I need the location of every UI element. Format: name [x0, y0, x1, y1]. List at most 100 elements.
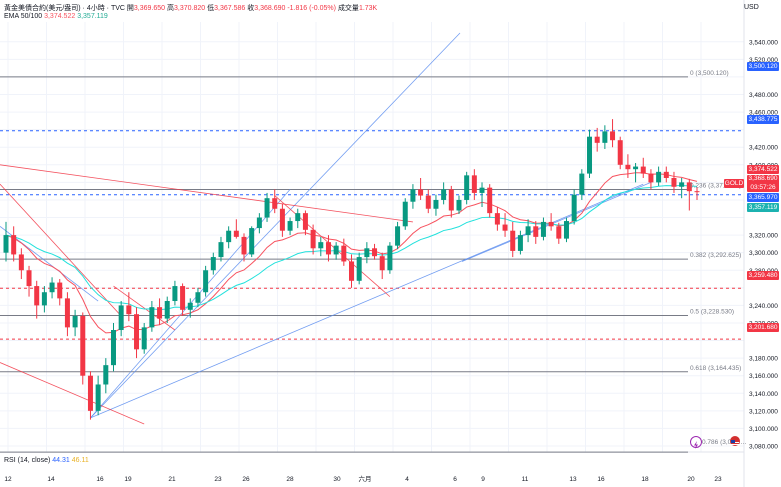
candle	[464, 171, 470, 205]
candle-body	[594, 136, 600, 143]
fib-label: 0.786 (3,073.…	[702, 439, 747, 446]
trend-lines	[0, 32, 652, 425]
candle	[502, 213, 508, 237]
time-tick: 9	[481, 476, 485, 483]
candle	[456, 195, 462, 215]
candle-body	[310, 229, 316, 249]
rsi-label: RSI (14, close)	[4, 457, 51, 464]
open-value: 3,369.650	[133, 5, 166, 12]
candle	[602, 125, 608, 149]
candle-body	[540, 221, 546, 237]
candle	[387, 242, 393, 274]
time-axis: 12 14 16 19 21 23 26 28 30 六月 4 6 9 11 13 16 18 20 23	[4, 474, 722, 483]
candle-body	[203, 270, 209, 293]
time-tick: 23	[214, 476, 222, 483]
fib-label: 0.236 (3,371.930)	[690, 182, 741, 189]
candle-body	[533, 226, 539, 237]
close-label: 收	[247, 5, 255, 12]
candle	[310, 224, 316, 255]
candle	[640, 157, 646, 178]
close-value: 3,368.690	[254, 5, 286, 12]
candle-body	[57, 282, 63, 299]
candle-body	[333, 245, 339, 255]
candle-body	[64, 298, 70, 328]
candle	[694, 187, 700, 200]
candle-body	[287, 221, 293, 231]
candle	[587, 129, 593, 178]
symbol-title[interactable]: 黃金美債合約(美元/盎司) · 4小時 · TVC	[4, 5, 125, 12]
currency-label[interactable]: USD	[744, 4, 759, 11]
candle-body	[410, 189, 416, 202]
candle-body	[87, 375, 93, 411]
candle-body	[633, 166, 639, 170]
ema50-value: 3,374.522	[44, 13, 76, 20]
candle-body	[95, 384, 101, 411]
lightning-icon[interactable]	[690, 436, 702, 449]
candle	[164, 296, 170, 323]
candle-body	[433, 199, 439, 209]
candle	[448, 185, 454, 218]
time-tick: 28	[286, 476, 294, 483]
price-tick: 3,460.000	[749, 110, 778, 117]
price-tick: 3,080.000	[749, 444, 778, 451]
us-flag-icon[interactable]	[730, 436, 740, 447]
candle	[556, 222, 562, 244]
candle-body	[72, 315, 78, 328]
time-tick: 4	[405, 476, 409, 483]
fib-label: 0.382 (3,292.625)	[690, 252, 741, 259]
rsi-legend[interactable]: RSI (14, close) 44.31 46.11	[4, 457, 89, 464]
candle	[302, 210, 308, 236]
candle-body	[479, 187, 485, 193]
ema-label: EMA 50/100	[4, 13, 43, 20]
candle	[80, 312, 86, 385]
candle	[295, 208, 301, 229]
candle	[679, 177, 685, 199]
candle	[356, 252, 362, 285]
candle	[663, 166, 669, 183]
candle-body	[602, 131, 608, 143]
candle	[172, 280, 178, 306]
candle	[333, 242, 339, 260]
candle-body	[494, 213, 500, 225]
candle-body	[126, 305, 132, 315]
candle	[210, 252, 216, 275]
trend-line	[0, 183, 122, 317]
candle	[325, 235, 331, 262]
candle-body	[402, 201, 408, 227]
price-tick: 3,120.000	[749, 408, 778, 415]
time-tick: 16	[96, 476, 104, 483]
candle-body	[640, 166, 646, 174]
time-tick: 12	[4, 476, 12, 483]
badge-level1: 3,438.775	[747, 115, 779, 124]
candle	[134, 307, 140, 359]
time-tick: 20	[687, 476, 695, 483]
high-value: 3,370.820	[174, 5, 206, 12]
candle	[218, 236, 224, 262]
candle-body	[464, 175, 470, 200]
candle	[110, 322, 116, 372]
candle-body	[671, 177, 677, 187]
trend-line	[0, 362, 145, 425]
ema-legend[interactable]: EMA 50/100 3,374.522 3,357.119	[4, 13, 108, 20]
candle	[410, 184, 416, 209]
price-tick: 3,480.000	[749, 92, 778, 99]
candle	[372, 243, 378, 260]
candle	[471, 169, 477, 200]
trend-line	[0, 226, 99, 302]
candle	[318, 236, 324, 257]
low-value: 3,367.586	[214, 5, 246, 12]
trend-line	[0, 164, 413, 223]
candle-body	[134, 314, 140, 350]
candle-body	[210, 257, 216, 271]
candle-body	[180, 286, 186, 310]
candle	[95, 375, 101, 416]
time-tick: 30	[333, 476, 341, 483]
badge-ema50: 3,374.522	[747, 165, 779, 174]
price-tick: 3,420.000	[749, 145, 778, 152]
trend-line	[461, 182, 652, 262]
candle-body	[249, 228, 255, 255]
candle	[349, 254, 354, 288]
candle	[441, 182, 447, 205]
candle	[180, 283, 186, 316]
